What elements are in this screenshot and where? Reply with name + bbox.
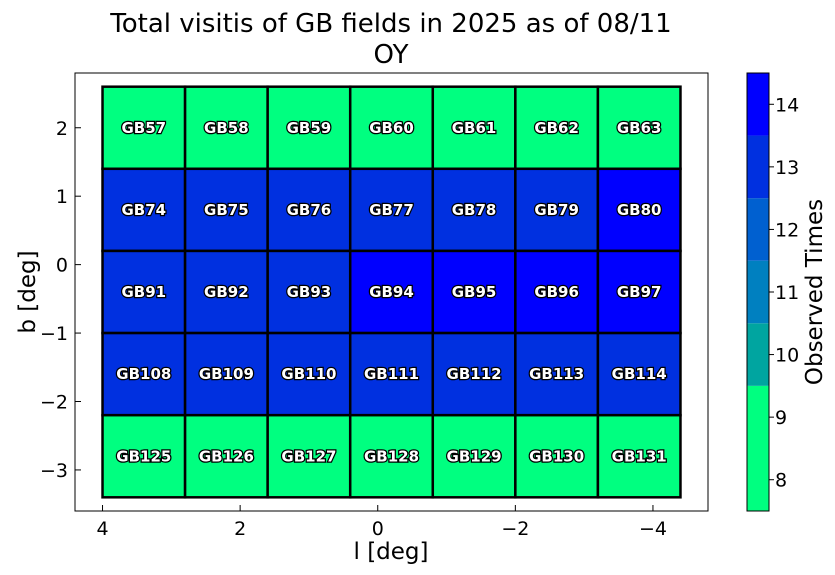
colorbar-tick-label: 14 xyxy=(775,94,799,116)
x-tick-label: 4 xyxy=(96,518,108,540)
field-label: GB128 xyxy=(364,447,419,465)
y-tick-label: −3 xyxy=(40,460,68,482)
colorbar-bin xyxy=(747,73,769,136)
colorbar-tick-label: 8 xyxy=(775,470,787,492)
colorbar xyxy=(747,73,769,511)
field-label: GB114 xyxy=(612,365,667,383)
chart-subtitle: OY xyxy=(374,40,409,70)
colorbar-tick-label: 10 xyxy=(775,345,799,367)
field-label: GB80 xyxy=(617,201,662,219)
y-tick-label: 1 xyxy=(56,186,68,208)
field-cell xyxy=(596,413,682,499)
colorbar-bin xyxy=(747,135,769,199)
field-cell xyxy=(183,85,269,171)
field-label: GB77 xyxy=(369,201,414,219)
field-cell xyxy=(101,413,187,499)
colorbar-tick-label: 13 xyxy=(775,157,799,179)
x-tick-label: −2 xyxy=(501,518,529,540)
colorbar-tick-label: 12 xyxy=(775,219,799,241)
x-axis-ticks: 4 2 0 −2 −4 xyxy=(96,505,667,540)
field-label: GB58 xyxy=(204,119,249,137)
colorbar-bin xyxy=(747,323,769,386)
field-label: GB60 xyxy=(369,119,414,137)
field-label: GB126 xyxy=(199,447,254,465)
field-label: GB108 xyxy=(116,365,171,383)
field-label: GB59 xyxy=(287,119,332,137)
field-label: GB78 xyxy=(452,201,497,219)
y-axis-ticks: 2 1 0 −1 −2 −3 xyxy=(40,118,81,482)
field-label: GB112 xyxy=(447,365,502,383)
field-cell xyxy=(101,331,187,417)
field-label: GB95 xyxy=(452,283,497,301)
field-label: GB109 xyxy=(199,365,254,383)
field-label: GB96 xyxy=(534,283,579,301)
field-cell xyxy=(431,167,517,253)
field-cell xyxy=(101,85,187,171)
field-label: GB125 xyxy=(116,447,171,465)
field-cell xyxy=(514,413,600,499)
colorbar-bin xyxy=(747,198,769,261)
field-label: GB63 xyxy=(617,119,662,137)
field-label: GB94 xyxy=(369,283,414,301)
field-label: GB131 xyxy=(612,447,667,465)
field-label: GB93 xyxy=(287,283,332,301)
field-cell xyxy=(514,85,600,171)
field-label: GB129 xyxy=(447,447,502,465)
field-cell xyxy=(266,167,352,253)
y-tick-label: −2 xyxy=(40,392,68,414)
field-cell xyxy=(266,249,352,335)
field-cell xyxy=(183,249,269,335)
y-tick-label: 2 xyxy=(56,118,68,140)
plot-frame xyxy=(74,72,709,512)
field-label: GB74 xyxy=(121,201,166,219)
field-cell xyxy=(514,331,600,417)
field-label: GB75 xyxy=(204,201,249,219)
field-label: GB130 xyxy=(529,447,584,465)
field-label: GB79 xyxy=(534,201,579,219)
field-label: GB76 xyxy=(287,201,332,219)
field-cell xyxy=(596,249,682,335)
colorbar-tick-label: 9 xyxy=(775,407,787,429)
field-label: GB113 xyxy=(529,365,584,383)
x-axis-label: l [deg] xyxy=(354,539,429,565)
y-axis-label: b [deg] xyxy=(15,250,41,333)
chart-title: Total visitis of GB fields in 2025 as of… xyxy=(109,9,671,39)
field-cell xyxy=(431,249,517,335)
field-cell xyxy=(101,167,187,253)
colorbar-ticks: 8 9 10 11 12 13 14 xyxy=(769,94,799,492)
x-tick-label: 0 xyxy=(372,518,384,540)
field-label: GB111 xyxy=(364,365,419,383)
field-label: GB110 xyxy=(281,365,336,383)
field-cell xyxy=(514,249,600,335)
field-grid: GB57 GB58 GB59 GB60 GB61 GB62 GB63 GB74 GB75 GB76… xyxy=(101,85,682,499)
colorbar-bin xyxy=(747,260,769,324)
field-label: GB127 xyxy=(281,447,336,465)
field-cell xyxy=(596,167,682,253)
y-tick-label: −1 xyxy=(40,323,68,345)
colorbar-label: Observed Times xyxy=(802,199,828,385)
colorbar-bin xyxy=(747,385,769,511)
colorbar-tick-label: 11 xyxy=(775,282,799,304)
field-cell xyxy=(266,413,352,499)
field-label: GB97 xyxy=(617,283,662,301)
field-cell xyxy=(183,331,269,417)
field-label: GB92 xyxy=(204,283,249,301)
field-label: GB62 xyxy=(534,119,579,137)
field-label: GB91 xyxy=(121,283,166,301)
y-tick-label: 0 xyxy=(56,255,68,277)
field-label: GB57 xyxy=(121,119,166,137)
x-tick-label: 2 xyxy=(234,518,246,540)
field-label: GB61 xyxy=(452,119,497,137)
x-tick-label: −4 xyxy=(639,518,667,540)
